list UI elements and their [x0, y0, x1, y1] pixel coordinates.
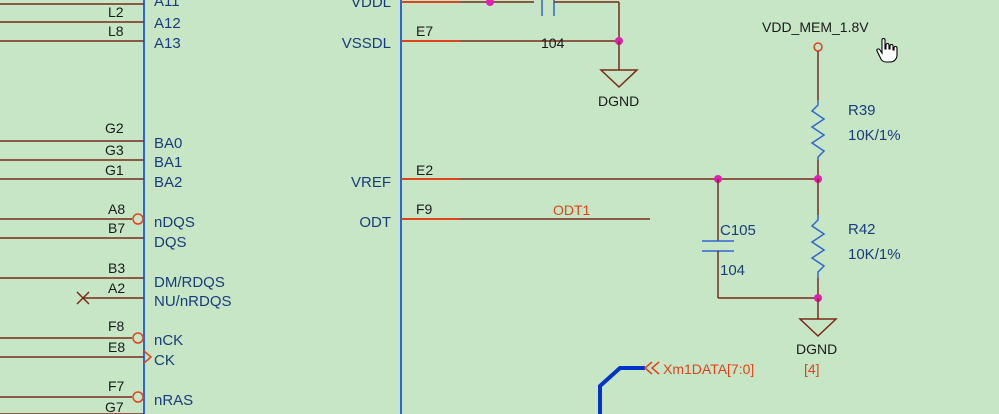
- left-pin-g1[interactable]: G1 BA2: [0, 162, 182, 191]
- port-arrow-icon: [650, 361, 660, 375]
- pin-number: A2: [108, 280, 125, 296]
- resistor-r39[interactable]: R39 10K/1%: [810, 100, 901, 179]
- pin-name: VSSDL: [342, 35, 391, 52]
- power-port-icon: [813, 42, 823, 52]
- left-pin-e8[interactable]: E8 CK: [0, 339, 175, 369]
- bus-line: [598, 366, 645, 414]
- pin-name-top: A11: [154, 0, 180, 10]
- right-pin-vref[interactable]: E2 VREF: [351, 162, 818, 191]
- pin-name: A13: [154, 35, 181, 52]
- sheet-reference[interactable]: [4]: [804, 361, 820, 377]
- hand-pointer-icon: [876, 37, 898, 63]
- pin-name: VDDL: [351, 0, 391, 11]
- resistor-ref: R39: [848, 102, 876, 119]
- inversion-bubble: [132, 213, 144, 225]
- capacitor-value: 104: [541, 35, 565, 51]
- left-pin-g2[interactable]: G2 BA0: [0, 120, 182, 152]
- clock-input-arrow-icon: [143, 350, 153, 364]
- resistor-ref: R42: [848, 221, 876, 238]
- capacitor-ref: C105: [720, 222, 756, 239]
- pin-number: G1: [105, 162, 124, 178]
- pin-number: B3: [108, 260, 125, 276]
- right-pin-odt[interactable]: F9 ODT ODT1: [359, 201, 650, 231]
- pin-name: nDQS: [154, 214, 195, 231]
- pin-name: A12: [154, 15, 181, 32]
- ground-icon: [599, 69, 639, 89]
- net-label-odt1[interactable]: ODT1: [553, 202, 591, 218]
- pin-name: DM/RDQS: [154, 274, 225, 291]
- ground-icon: [798, 318, 838, 338]
- pin-name: BA0: [154, 135, 182, 152]
- capacitor-value: 104: [720, 262, 745, 279]
- port-arrow-icon: [643, 361, 653, 375]
- junction-dot: [486, 0, 494, 6]
- ground-label: DGND: [598, 93, 639, 109]
- inversion-bubble: [132, 391, 144, 403]
- left-pin-b3[interactable]: B3 DM/RDQS: [0, 260, 225, 291]
- capacitor-top[interactable]: 104: [541, 0, 619, 51]
- bus-port-label[interactable]: Xm1DATA[7:0]: [663, 361, 754, 377]
- left-pin-b7[interactable]: B7 DQS: [0, 220, 187, 251]
- pin-name: CK: [154, 352, 175, 369]
- left-pin-a8[interactable]: A8 nDQS: [0, 201, 195, 231]
- pin-number: F8: [108, 318, 125, 334]
- pin-number: E8: [108, 339, 125, 355]
- pin-number: G3: [105, 142, 124, 158]
- left-pin-g3[interactable]: G3 BA1: [0, 142, 182, 171]
- pin-name: DQS: [154, 234, 187, 251]
- left-pin-l2[interactable]: L2 A12: [0, 4, 181, 32]
- pin-number: L8: [108, 23, 124, 39]
- resistor-value: 10K/1%: [848, 127, 901, 144]
- pin-name: nRAS: [154, 392, 193, 409]
- pin-name: nCK: [154, 332, 183, 349]
- pin-name: NU/nRDQS: [154, 293, 232, 310]
- pin-number: E2: [416, 162, 433, 178]
- left-pin-f8[interactable]: F8 nCK: [0, 318, 183, 349]
- left-pin-g7[interactable]: G7: [0, 399, 144, 414]
- left-pin-f7[interactable]: F7 nRAS: [0, 378, 193, 409]
- pin-number: B7: [108, 220, 125, 236]
- pin-number: A8: [108, 201, 125, 217]
- bus-xm1data[interactable]: Xm1DATA[7:0] [4]: [598, 361, 820, 414]
- power-label: VDD_MEM_1.8V: [762, 19, 869, 35]
- right-pin-vssdl[interactable]: E7 VSSDL: [342, 23, 619, 52]
- pin-number: F7: [108, 378, 125, 394]
- ground-label: DGND: [796, 341, 837, 357]
- ground-symbol-top[interactable]: DGND: [598, 41, 639, 109]
- inversion-bubble: [132, 332, 144, 344]
- power-port-vdd-mem[interactable]: VDD_MEM_1.8V: [762, 19, 869, 100]
- capacitor-c105[interactable]: C105 104: [702, 179, 756, 298]
- pin-name: ODT: [359, 214, 391, 231]
- resistor-icon: [810, 215, 826, 278]
- pin-number: G7: [105, 399, 124, 414]
- left-pin-a2[interactable]: A2 NU/nRDQS: [76, 280, 232, 310]
- resistor-icon: [810, 100, 826, 160]
- ground-symbol-bottom[interactable]: DGND: [796, 298, 838, 357]
- right-pin-vddl[interactable]: VDDL: [351, 0, 534, 11]
- pin-name: BA2: [154, 174, 182, 191]
- resistor-r42[interactable]: R42 10K/1%: [810, 179, 901, 298]
- pin-number: G2: [105, 120, 124, 136]
- resistor-value: 10K/1%: [848, 246, 901, 263]
- pin-number: L2: [108, 4, 124, 20]
- pin-name: VREF: [351, 174, 391, 191]
- pin-number: F9: [416, 201, 433, 217]
- left-pin-l8[interactable]: L8 A13: [0, 23, 181, 52]
- pin-number: E7: [416, 23, 433, 39]
- pin-name: BA1: [154, 154, 182, 171]
